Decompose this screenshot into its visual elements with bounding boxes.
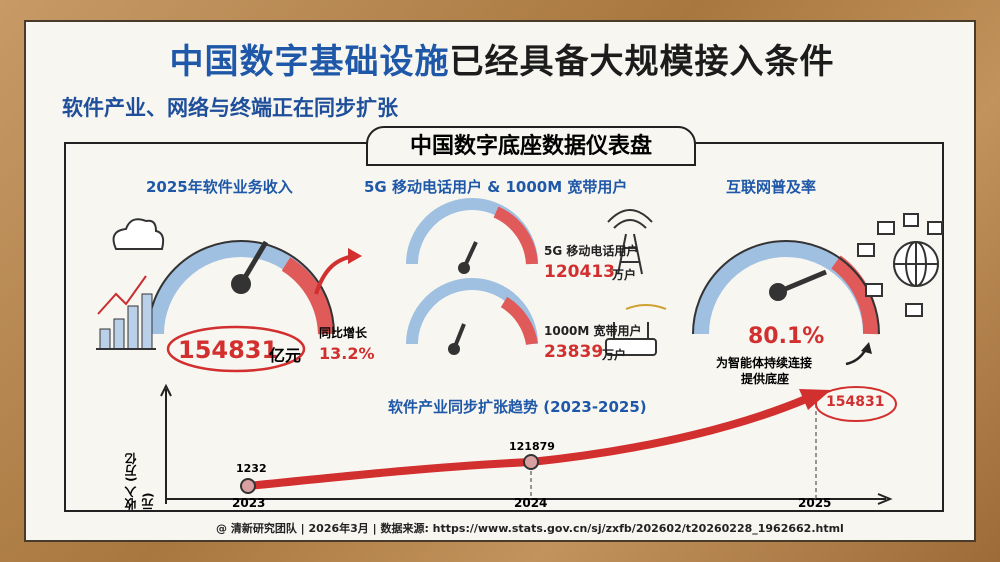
trend-x-2024: 2024 bbox=[514, 496, 548, 510]
internet-penetration-label: 互联网普及率 bbox=[726, 178, 817, 196]
mobile-users-label: 5G 移动电话用户 bbox=[544, 244, 639, 258]
internet-note-line1: 为智能体持续连接 bbox=[716, 356, 813, 370]
trend-label-2025: 154831 bbox=[826, 394, 885, 410]
users-label: 5G 移动电话用户 & 1000M 宽带用户 bbox=[364, 178, 628, 196]
trend-x-2023: 2023 bbox=[232, 496, 266, 510]
trend-point-2024 bbox=[523, 454, 539, 470]
mobile-users-unit: 万户 bbox=[612, 268, 637, 282]
software-revenue-unit: 亿元 bbox=[269, 346, 302, 365]
internet-note-line2: 提供底座 bbox=[741, 372, 790, 386]
trend-point-2023 bbox=[240, 478, 256, 494]
broadband-users-value: 23839 bbox=[544, 342, 604, 362]
broadband-users-label: 1000M 宽带用户 bbox=[544, 324, 642, 338]
revenue-highlight bbox=[166, 325, 306, 373]
broadband-users-unit: 万户 bbox=[602, 348, 627, 362]
mobile-users-value: 120413 bbox=[544, 262, 615, 282]
software-revenue-value: 154831 bbox=[178, 336, 279, 364]
whiteboard: 中国数字基础设施已经具备大规模接入条件 软件产业、网络与终端正在同步扩张 中国数… bbox=[24, 20, 976, 542]
software-gauge-hub bbox=[231, 274, 251, 294]
bar-chart-icon bbox=[99, 328, 111, 350]
dashboard-title: 中国数字底座数据仪表盘 bbox=[366, 126, 696, 166]
trend-2025-highlight bbox=[815, 386, 897, 422]
growth-value: 13.2% bbox=[319, 344, 375, 363]
internet-penetration-value: 80.1% bbox=[748, 324, 825, 349]
trend-title: 软件产业同步扩张趋势 (2023-2025) bbox=[388, 398, 647, 416]
footer-source: @ 清新研究团队 | 2026年3月 | 数据来源: https://www.s… bbox=[216, 522, 844, 535]
page-subtitle: 软件产业、网络与终端正在同步扩张 bbox=[62, 96, 398, 120]
software-gauge-red-arc bbox=[281, 257, 334, 335]
trend-x-2025: 2025 bbox=[798, 496, 832, 510]
globe-network-icon bbox=[857, 213, 943, 317]
router-icon bbox=[605, 304, 667, 356]
dashboard-graphics bbox=[96, 198, 943, 505]
software-revenue-label: 2025年软件业务收入 bbox=[146, 178, 293, 196]
trend-label-2024: 121879 bbox=[509, 440, 555, 453]
cloud-icon bbox=[112, 218, 165, 250]
dashboard-panel: 中国数字底座数据仪表盘 2025年软件业务收入 5G 移动电话用户 & 1000… bbox=[64, 126, 944, 512]
trend-label-2023: 1232 bbox=[236, 462, 267, 475]
cell-tower-icon bbox=[607, 209, 653, 275]
growth-label: 同比增长 bbox=[319, 326, 368, 340]
trend-ylabel: 收入 (万亿元) bbox=[124, 452, 155, 510]
page-title: 中国数字基础设施已经具备大规模接入条件 bbox=[169, 42, 835, 82]
